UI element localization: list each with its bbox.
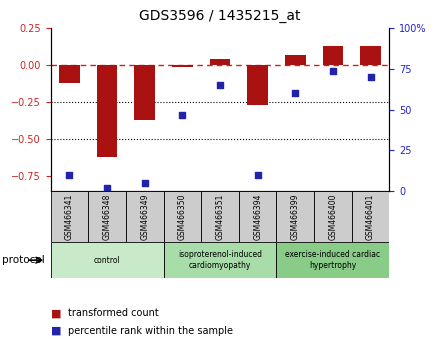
Bar — [239, 191, 276, 242]
Text: transformed count: transformed count — [68, 308, 159, 318]
Text: GSM466348: GSM466348 — [103, 194, 112, 240]
Bar — [323, 46, 343, 65]
Bar — [247, 65, 268, 105]
Bar — [285, 55, 306, 65]
Text: GSM466399: GSM466399 — [291, 194, 300, 240]
Bar — [314, 191, 352, 242]
Text: control: control — [94, 256, 121, 265]
Bar — [51, 191, 88, 242]
Text: GSM466349: GSM466349 — [140, 194, 149, 240]
Bar — [134, 65, 155, 120]
Text: percentile rank within the sample: percentile rank within the sample — [68, 326, 233, 336]
Text: GDS3596 / 1435215_at: GDS3596 / 1435215_at — [139, 9, 301, 23]
Point — [141, 180, 148, 186]
Text: exercise-induced cardiac
hypertrophy: exercise-induced cardiac hypertrophy — [286, 250, 381, 270]
Point — [66, 172, 73, 178]
Bar — [201, 191, 239, 242]
Point — [292, 91, 299, 96]
Bar — [164, 242, 276, 278]
Bar — [276, 242, 389, 278]
Bar — [172, 65, 193, 67]
Point — [179, 112, 186, 118]
Text: protocol: protocol — [2, 255, 45, 265]
Text: GSM466350: GSM466350 — [178, 194, 187, 240]
Bar — [276, 191, 314, 242]
Text: ■: ■ — [51, 308, 61, 318]
Bar — [164, 191, 201, 242]
Text: GSM466401: GSM466401 — [366, 194, 375, 240]
Bar — [88, 191, 126, 242]
Point — [367, 74, 374, 80]
Text: GSM466351: GSM466351 — [216, 194, 224, 240]
Text: isoproterenol-induced
cardiomyopathy: isoproterenol-induced cardiomyopathy — [178, 250, 262, 270]
Text: ■: ■ — [51, 326, 61, 336]
Bar — [51, 242, 164, 278]
Bar — [59, 65, 80, 83]
Bar — [352, 191, 389, 242]
Bar — [97, 65, 117, 157]
Point — [103, 185, 110, 191]
Text: GSM466400: GSM466400 — [328, 194, 337, 240]
Point — [254, 172, 261, 178]
Point — [330, 68, 337, 74]
Point — [216, 82, 224, 88]
Text: GSM466341: GSM466341 — [65, 194, 74, 240]
Bar — [209, 59, 231, 65]
Text: GSM466394: GSM466394 — [253, 194, 262, 240]
Bar — [360, 46, 381, 65]
Bar — [126, 191, 164, 242]
